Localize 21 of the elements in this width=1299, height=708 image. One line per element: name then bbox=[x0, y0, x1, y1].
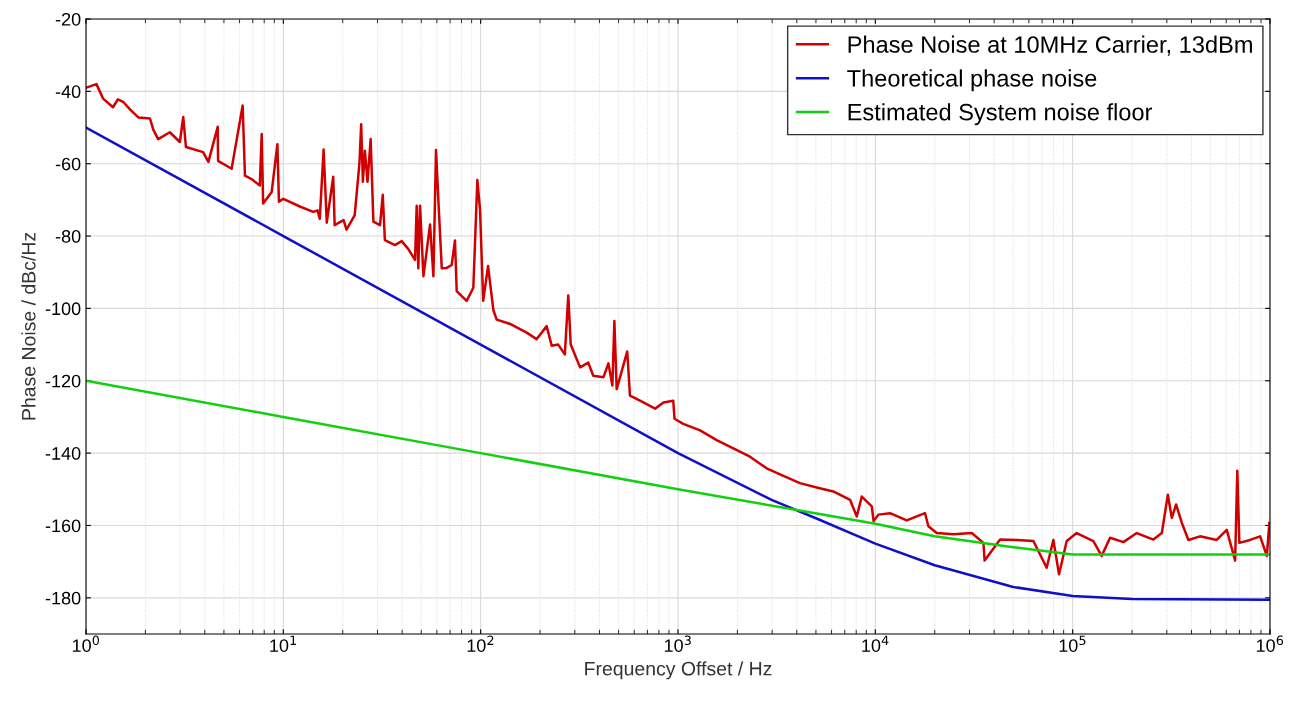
y-tick-label: -80 bbox=[55, 229, 81, 243]
x-tick-label: 10$^{4}$ bbox=[862, 635, 889, 652]
y-tick-label: -20 bbox=[55, 12, 81, 26]
x-tick-label: 10$^{3}$ bbox=[664, 635, 691, 652]
x-tick-label: 10$^{6}$ bbox=[1256, 635, 1284, 652]
y-tick-label: -40 bbox=[55, 85, 81, 99]
legend-label: Phase Noise at 10MHz Carrier, 13dBm bbox=[848, 35, 1252, 56]
legend-label: Estimated System noise floor bbox=[848, 103, 1153, 126]
y-tick-label: -160 bbox=[45, 519, 81, 533]
x-axis-title: Frequency Offset / Hz bbox=[585, 661, 772, 680]
x-tick-label: 10$^{2}$ bbox=[467, 635, 494, 652]
y-tick-label: -120 bbox=[45, 374, 81, 388]
y-tick-label: -140 bbox=[45, 447, 81, 460]
x-tick-label: 10$^{1}$ bbox=[270, 635, 297, 652]
y-tick-label: -60 bbox=[55, 157, 81, 171]
y-tick-label: -100 bbox=[45, 302, 81, 316]
y-axis-title: Phase Noise / dBc/Hz bbox=[21, 232, 36, 420]
x-tick-label: 10$^{5}$ bbox=[1059, 635, 1086, 652]
legend-label: Theoretical phase noise bbox=[847, 69, 1097, 92]
x-tick-label: 10$^{0}$ bbox=[72, 635, 100, 652]
y-tick-label: -180 bbox=[45, 591, 81, 605]
